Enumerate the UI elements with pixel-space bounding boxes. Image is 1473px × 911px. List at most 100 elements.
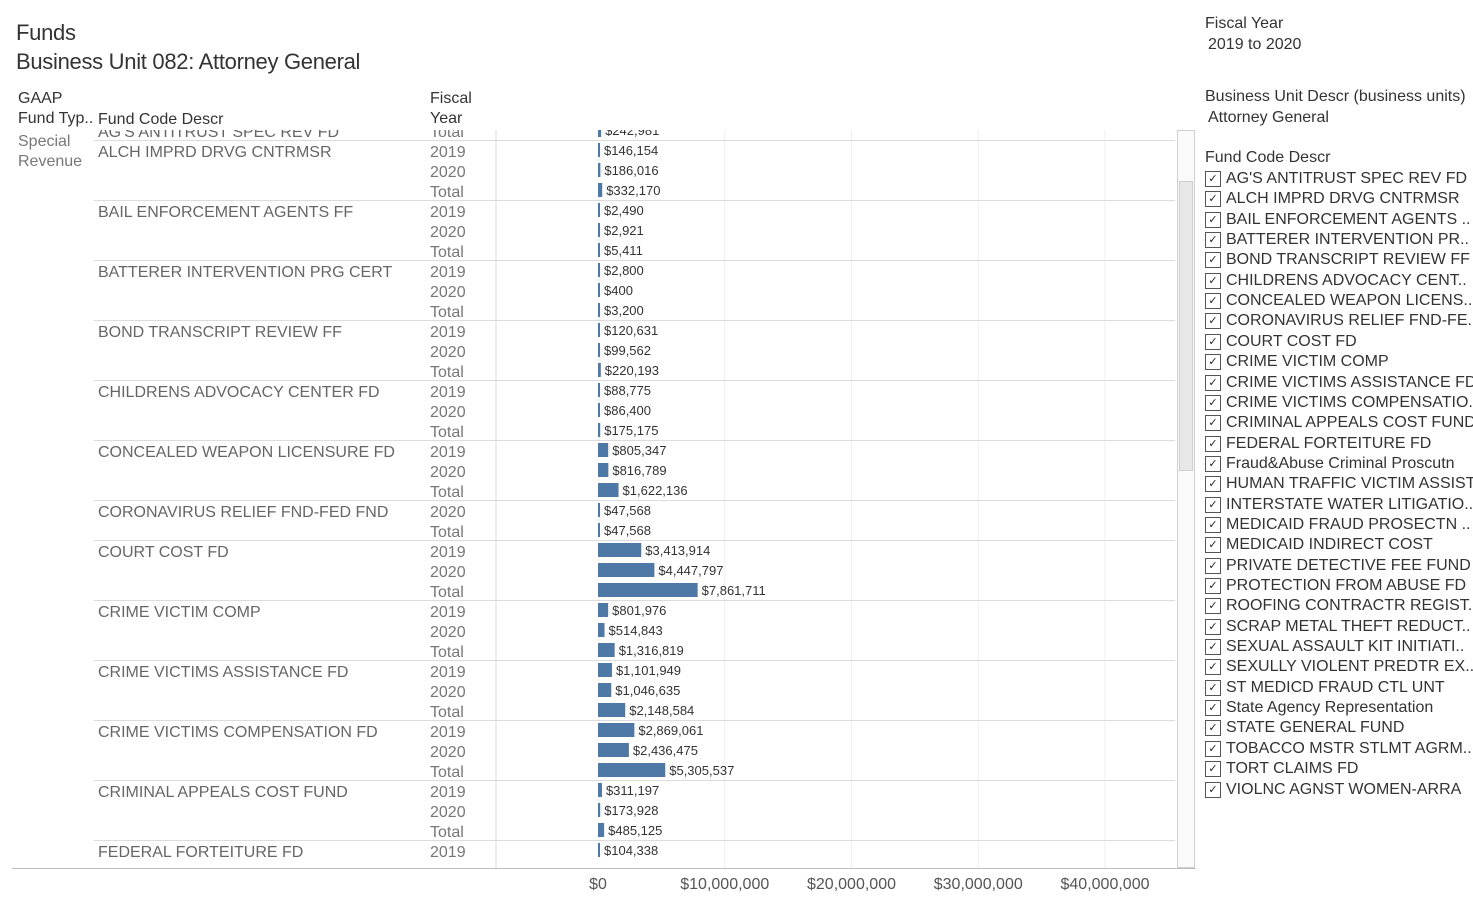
fund-filter-item[interactable]: ✓ CRIME VICTIMS ASSISTANCE FD bbox=[1205, 373, 1473, 393]
bar[interactable] bbox=[598, 130, 602, 137]
bar[interactable] bbox=[598, 563, 655, 577]
fund-filter-item[interactable]: ✓ INTERSTATE WATER LITIGATIO.. bbox=[1205, 495, 1473, 515]
fund-filter-item[interactable]: ✓ Fraud&Abuse Criminal Proscutn bbox=[1205, 454, 1455, 474]
checkbox-checked-icon[interactable]: ✓ bbox=[1205, 537, 1221, 554]
business-unit-filter-value[interactable]: Attorney General bbox=[1208, 109, 1329, 126]
fund-filter-item[interactable]: ✓ HUMAN TRAFFIC VICTIM ASSIST bbox=[1205, 474, 1473, 494]
bar[interactable] bbox=[598, 803, 601, 817]
fund-filter-item[interactable]: ✓ VIOLNC AGNST WOMEN-ARRA bbox=[1205, 780, 1461, 800]
fund-filter-item[interactable]: ✓ COURT COST FD bbox=[1205, 332, 1357, 352]
fund-filter-item[interactable]: ✓ AG'S ANTITRUST SPEC REV FD bbox=[1205, 169, 1467, 189]
checkbox-checked-icon[interactable]: ✓ bbox=[1205, 618, 1221, 635]
bar[interactable] bbox=[598, 663, 612, 677]
bar[interactable] bbox=[598, 643, 615, 657]
fund-filter-item[interactable]: ✓ BOND TRANSCRIPT REVIEW FF bbox=[1205, 250, 1470, 270]
checkbox-checked-icon[interactable]: ✓ bbox=[1205, 598, 1221, 615]
bar[interactable] bbox=[598, 203, 600, 217]
bar[interactable] bbox=[598, 603, 609, 617]
fund-filter-item[interactable]: ✓ MEDICAID FRAUD PROSECTN .. bbox=[1205, 515, 1470, 535]
checkbox-checked-icon[interactable]: ✓ bbox=[1205, 333, 1221, 350]
checkbox-checked-icon[interactable]: ✓ bbox=[1205, 496, 1221, 513]
fund-filter-item[interactable]: ✓ CHILDRENS ADVOCACY CENT.. bbox=[1205, 271, 1467, 291]
bar[interactable] bbox=[598, 363, 601, 377]
bar[interactable] bbox=[598, 623, 605, 637]
fund-filter-item[interactable]: ✓ BAIL ENFORCEMENT AGENTS .. bbox=[1205, 210, 1471, 230]
checkbox-checked-icon[interactable]: ✓ bbox=[1205, 415, 1221, 432]
checkbox-checked-icon[interactable]: ✓ bbox=[1205, 578, 1221, 594]
checkbox-checked-icon[interactable]: ✓ bbox=[1205, 761, 1221, 778]
bar[interactable] bbox=[598, 403, 600, 417]
checkbox-checked-icon[interactable]: ✓ bbox=[1205, 232, 1221, 249]
fund-filter-item[interactable]: ✓ ROOFING CONTRACTR REGIST.. bbox=[1205, 596, 1473, 616]
fund-filter-item[interactable]: ✓ MEDICAID INDIRECT COST bbox=[1205, 535, 1433, 555]
checkbox-checked-icon[interactable]: ✓ bbox=[1205, 171, 1221, 187]
chart-viewport[interactable]: AG'S ANTITRUST SPEC REV FD Total $242,981 A… bbox=[12, 130, 1175, 868]
fund-filter-item[interactable]: ✓ TOBACCO MSTR STLMT AGRM.. bbox=[1205, 739, 1472, 759]
bar[interactable] bbox=[598, 343, 600, 357]
fund-filter-item[interactable]: ✓ CORONAVIRUS RELIEF FND-FE.. bbox=[1205, 311, 1473, 331]
bar[interactable] bbox=[598, 463, 609, 477]
bar[interactable] bbox=[598, 383, 600, 397]
bar[interactable] bbox=[598, 443, 609, 457]
fund-filter-item[interactable]: ✓ SEXUAL ASSAULT KIT INITIATI.. bbox=[1205, 637, 1464, 657]
checkbox-checked-icon[interactable]: ✓ bbox=[1205, 476, 1221, 493]
bar[interactable] bbox=[598, 723, 635, 737]
checkbox-checked-icon[interactable]: ✓ bbox=[1205, 211, 1221, 228]
checkbox-checked-icon[interactable]: ✓ bbox=[1205, 354, 1221, 371]
bar[interactable] bbox=[598, 823, 605, 837]
checkbox-checked-icon[interactable]: ✓ bbox=[1205, 191, 1221, 208]
bar[interactable] bbox=[598, 423, 601, 437]
checkbox-checked-icon[interactable]: ✓ bbox=[1205, 374, 1221, 391]
fund-filter-item[interactable]: ✓ CRIME VICTIMS COMPENSATIO.. bbox=[1205, 393, 1473, 413]
fund-filter-item[interactable]: ✓ SEXULLY VIOLENT PREDTR EX.. bbox=[1205, 657, 1473, 677]
gaap-header[interactable]: GAAP Fund Typ.. bbox=[18, 89, 93, 129]
bar[interactable] bbox=[598, 523, 600, 537]
bar[interactable] bbox=[598, 263, 600, 277]
checkbox-checked-icon[interactable]: ✓ bbox=[1205, 557, 1221, 574]
bar[interactable] bbox=[598, 243, 600, 257]
checkbox-checked-icon[interactable]: ✓ bbox=[1205, 679, 1221, 696]
bar[interactable] bbox=[598, 763, 666, 777]
bar[interactable] bbox=[598, 703, 626, 717]
bar[interactable] bbox=[598, 543, 642, 557]
fund-filter-item[interactable]: ✓ ST MEDICD FRAUD CTL UNT bbox=[1205, 678, 1445, 698]
bar[interactable] bbox=[598, 743, 629, 757]
checkbox-checked-icon[interactable]: ✓ bbox=[1205, 740, 1221, 757]
bar[interactable] bbox=[598, 503, 600, 517]
fund-code-header[interactable]: Fund Code Descr bbox=[98, 111, 224, 128]
fiscal-year-filter-value[interactable]: 2019 to 2020 bbox=[1208, 36, 1302, 53]
checkbox-checked-icon[interactable]: ✓ bbox=[1205, 435, 1221, 452]
bar[interactable] bbox=[598, 163, 601, 177]
checkbox-checked-icon[interactable]: ✓ bbox=[1205, 720, 1221, 737]
bar[interactable] bbox=[598, 683, 612, 697]
checkbox-checked-icon[interactable]: ✓ bbox=[1205, 516, 1221, 533]
fund-filter-item[interactable]: ✓ PRIVATE DETECTIVE FEE FUND bbox=[1205, 556, 1471, 576]
bar[interactable] bbox=[598, 783, 602, 797]
checkbox-checked-icon[interactable]: ✓ bbox=[1205, 293, 1221, 310]
checkbox-checked-icon[interactable]: ✓ bbox=[1205, 455, 1221, 472]
checkbox-checked-icon[interactable]: ✓ bbox=[1205, 313, 1221, 330]
bar[interactable] bbox=[598, 183, 603, 197]
bar[interactable] bbox=[598, 303, 600, 317]
scrollbar-thumb[interactable] bbox=[1179, 181, 1193, 471]
fund-filter-item[interactable]: ✓ SCRAP METAL THEFT REDUCT.. bbox=[1205, 617, 1470, 637]
fund-filter-item[interactable]: ✓ State Agency Representation bbox=[1205, 698, 1433, 718]
fund-filter-item[interactable]: ✓ FEDERAL FORTEITURE FD bbox=[1205, 434, 1431, 454]
bar[interactable] bbox=[598, 143, 600, 157]
fund-filter-item[interactable]: ✓ CRIME VICTIM COMP bbox=[1205, 352, 1389, 372]
fund-filter-item[interactable]: ✓ BATTERER INTERVENTION PR.. bbox=[1205, 230, 1469, 250]
checkbox-checked-icon[interactable]: ✓ bbox=[1205, 252, 1221, 269]
fund-filter-item[interactable]: ✓ TORT CLAIMS FD bbox=[1205, 759, 1358, 779]
bar[interactable] bbox=[598, 283, 600, 297]
vertical-scrollbar[interactable] bbox=[1177, 130, 1195, 868]
fund-filter-item[interactable]: ✓ CRIMINAL APPEALS COST FUND bbox=[1205, 413, 1473, 433]
fund-filter-item[interactable]: ✓ PROTECTION FROM ABUSE FD bbox=[1205, 576, 1466, 596]
bar[interactable] bbox=[598, 843, 600, 857]
bar[interactable] bbox=[598, 323, 600, 337]
fund-filter-item[interactable]: ✓ CONCEALED WEAPON LICENS.. bbox=[1205, 291, 1472, 311]
bar[interactable] bbox=[598, 583, 698, 597]
bar[interactable] bbox=[598, 483, 619, 497]
checkbox-checked-icon[interactable]: ✓ bbox=[1205, 659, 1221, 676]
checkbox-checked-icon[interactable]: ✓ bbox=[1205, 700, 1221, 717]
fund-filter-item[interactable]: ✓ STATE GENERAL FUND bbox=[1205, 718, 1404, 738]
